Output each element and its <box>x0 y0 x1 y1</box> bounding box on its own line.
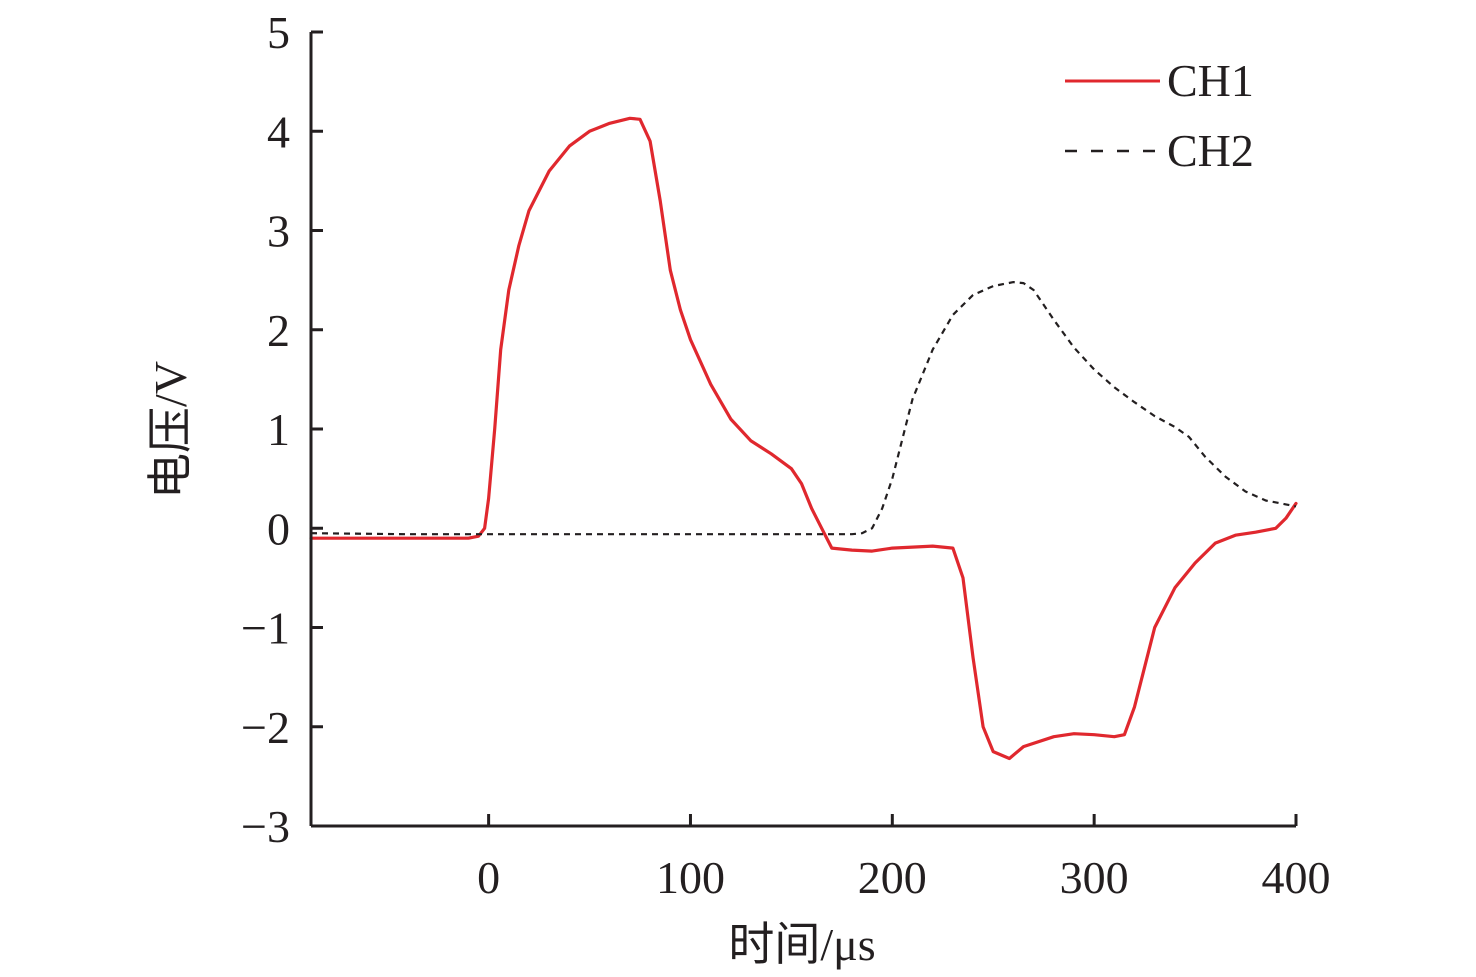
legend-label-ch1: CH1 <box>1167 55 1254 106</box>
y-tick-label: 5 <box>267 7 290 58</box>
y-tick-label: 4 <box>267 106 290 157</box>
y-tick-label: 3 <box>267 206 290 257</box>
x-tick-label: 100 <box>656 852 725 903</box>
y-axis-title: 电压/V <box>145 361 196 499</box>
y-tick-label: 2 <box>267 305 290 356</box>
x-tick-label: 400 <box>1262 852 1331 903</box>
y-tick-label: −3 <box>241 801 290 852</box>
x-axis-title: 时间/μs <box>728 919 875 970</box>
plot-lines <box>309 116 1298 761</box>
series-line-ch1 <box>309 116 1298 761</box>
x-tick-label: 200 <box>858 852 927 903</box>
x-tick-label: 300 <box>1060 852 1129 903</box>
x-ticks: 0 100 200 300 400 <box>477 814 1331 903</box>
y-tick-label: −2 <box>241 702 290 753</box>
x-tick-label: 0 <box>477 852 500 903</box>
legend-label-ch2: CH2 <box>1167 125 1254 176</box>
y-tick-label: 0 <box>267 503 290 554</box>
y-tick-label: −1 <box>241 603 290 654</box>
legend: CH1 CH2 <box>1065 55 1254 176</box>
y-ticks: −3 −2 −1 0 1 2 3 4 5 <box>241 7 323 852</box>
y-tick-label: 1 <box>267 404 290 455</box>
series-line-ch2 <box>310 281 1297 536</box>
